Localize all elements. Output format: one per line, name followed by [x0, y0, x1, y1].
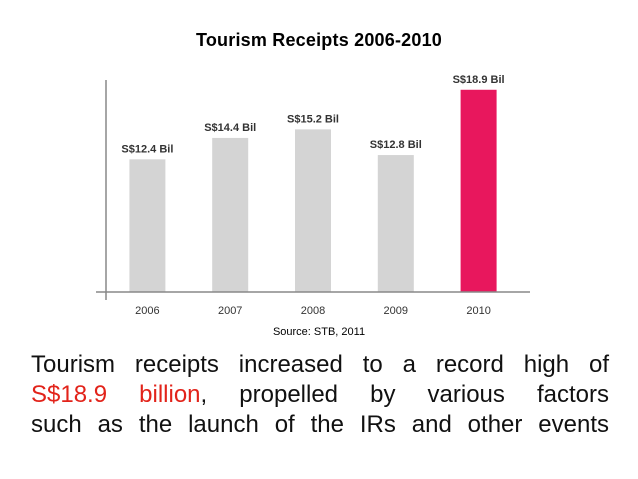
caption-line-1: Tourism receipts increased to a record h…: [31, 351, 609, 378]
bar-2008: [295, 129, 331, 292]
caption-line-2: S$18.9 billion, propelled by various fac…: [31, 380, 609, 410]
caption-highlight: S$18.9 billion: [31, 381, 201, 408]
bar-label-2009: S$12.8 Bil: [370, 139, 422, 151]
caption-text: Tourism receipts increased to a record h…: [31, 350, 609, 440]
bar-2009: [377, 155, 414, 292]
bars-group: S$12.4 Bil S$14.4 Bil S$15.2 Bil S$12.8 Bil…: [121, 74, 505, 293]
x-tick-label-2010: 2010: [466, 305, 490, 317]
bar-chart: S$12.4 Bil S$14.4 Bil S$15.2 Bil S$12.8 Bil…: [96, 74, 530, 317]
bar-label-2007: S$14.4 Bil: [204, 122, 256, 134]
chart-title: Tourism Receipts 2006-2010: [196, 30, 442, 50]
x-tick-label-2008: 2008: [301, 305, 325, 317]
x-ticks-group: 2006 2007 2008 2009 2010: [135, 305, 491, 317]
bar-2006: [129, 159, 166, 292]
caption-line-3: such as the launch of the IRs and other …: [31, 411, 609, 438]
caption-line-2-rest: , propelled by various factors: [200, 381, 610, 408]
bar-2010: [460, 89, 497, 293]
bar-label-2008: S$15.2 Bil: [287, 113, 339, 125]
x-tick-label-2009: 2009: [384, 305, 408, 317]
bar-2007: [212, 137, 249, 292]
x-tick-label-2006: 2006: [135, 305, 159, 317]
bar-label-2010: S$18.9 Bil: [453, 74, 505, 86]
x-tick-label-2007: 2007: [218, 305, 242, 317]
bar-label-2006: S$12.4 Bil: [121, 143, 173, 155]
source-note: Source: STB, 2011: [272, 326, 366, 338]
